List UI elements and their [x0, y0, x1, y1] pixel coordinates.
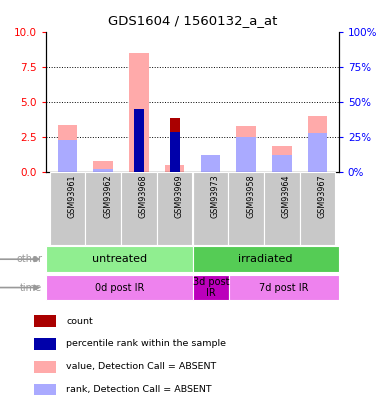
- Text: GSM93964: GSM93964: [282, 174, 291, 218]
- Bar: [170, 117, 179, 172]
- Text: 0d post IR: 0d post IR: [95, 283, 144, 292]
- Bar: [192, 246, 339, 272]
- Text: GSM93962: GSM93962: [103, 174, 112, 218]
- Bar: [236, 137, 256, 172]
- Text: percentile rank within the sample: percentile rank within the sample: [66, 339, 226, 348]
- Bar: [228, 172, 264, 245]
- Text: other: other: [16, 254, 42, 264]
- Bar: [46, 246, 192, 272]
- Text: GSM93958: GSM93958: [246, 174, 255, 218]
- Text: untreated: untreated: [92, 254, 147, 264]
- Bar: [300, 172, 335, 245]
- Bar: [192, 275, 229, 301]
- Bar: [46, 275, 192, 301]
- Text: GSM93973: GSM93973: [210, 174, 219, 218]
- Bar: [264, 172, 300, 245]
- Bar: [50, 172, 85, 245]
- Bar: [157, 172, 192, 245]
- Bar: [94, 169, 113, 172]
- Text: irradiated: irradiated: [238, 254, 293, 264]
- Bar: [58, 125, 77, 172]
- Text: time: time: [20, 283, 42, 292]
- Text: value, Detection Call = ABSENT: value, Detection Call = ABSENT: [66, 362, 216, 371]
- Bar: [272, 156, 291, 172]
- Text: GSM93967: GSM93967: [317, 174, 326, 218]
- Bar: [94, 161, 113, 172]
- Text: 3d post
IR: 3d post IR: [192, 277, 229, 298]
- Bar: [34, 361, 55, 373]
- Bar: [201, 156, 220, 172]
- Text: 7d post IR: 7d post IR: [259, 283, 309, 292]
- Text: GSM93969: GSM93969: [175, 174, 184, 218]
- Text: count: count: [66, 317, 93, 326]
- Bar: [58, 140, 77, 172]
- Bar: [129, 53, 149, 172]
- Text: rank, Detection Call = ABSENT: rank, Detection Call = ABSENT: [66, 385, 212, 394]
- Bar: [192, 172, 228, 245]
- Bar: [272, 145, 291, 172]
- Bar: [165, 165, 184, 172]
- Bar: [134, 109, 144, 172]
- Text: GDS1604 / 1560132_a_at: GDS1604 / 1560132_a_at: [108, 14, 277, 27]
- Bar: [201, 166, 220, 172]
- Bar: [229, 275, 339, 301]
- Bar: [121, 172, 157, 245]
- Bar: [34, 315, 55, 327]
- Bar: [308, 133, 327, 172]
- Bar: [34, 384, 55, 395]
- Bar: [85, 172, 121, 245]
- Bar: [34, 338, 55, 350]
- Bar: [236, 126, 256, 172]
- Text: GSM93961: GSM93961: [68, 174, 77, 218]
- Text: GSM93968: GSM93968: [139, 174, 148, 218]
- Bar: [170, 132, 179, 172]
- Bar: [308, 116, 327, 172]
